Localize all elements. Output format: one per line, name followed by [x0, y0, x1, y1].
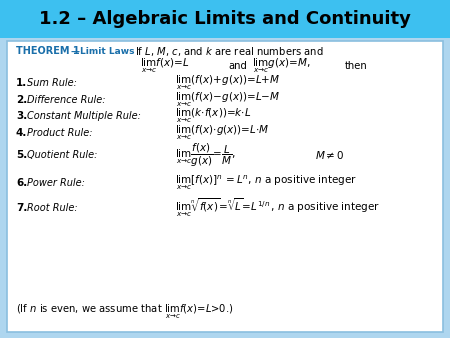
FancyBboxPatch shape [7, 41, 443, 332]
Text: and: and [228, 61, 247, 71]
Text: 2.: 2. [16, 95, 27, 105]
Text: $\lim_{x \to c}[f(x)]^n = L^n$, $n$ a positive integer: $\lim_{x \to c}[f(x)]^n = L^n$, $n$ a po… [175, 174, 357, 192]
Text: Difference Rule:: Difference Rule: [27, 95, 105, 105]
FancyBboxPatch shape [0, 0, 450, 38]
Text: 6.: 6. [16, 178, 27, 188]
Text: $\lim_{x \to c} \sqrt[n]{f(x)} = \sqrt[n]{L} = L^{1/n}$, $n$ a positive integer: $\lim_{x \to c} \sqrt[n]{f(x)} = \sqrt[n… [175, 197, 380, 219]
Text: $\lim_{x \to c}(f(x) + g(x)) = L + M$: $\lim_{x \to c}(f(x) + g(x)) = L + M$ [175, 74, 280, 92]
Text: $\lim_{x \to c} g(x) = M,$: $\lim_{x \to c} g(x) = M,$ [252, 57, 310, 75]
Text: 5.: 5. [16, 150, 27, 160]
Text: 1.: 1. [16, 78, 27, 88]
Text: $M \neq 0$: $M \neq 0$ [315, 149, 345, 161]
Text: If $L$, $M$, $c$, and $k$ are real numbers and: If $L$, $M$, $c$, and $k$ are real numbe… [135, 45, 324, 57]
Text: —Limit Laws: —Limit Laws [71, 47, 135, 55]
Text: Power Rule:: Power Rule: [27, 178, 85, 188]
Text: $\lim_{x \to c} f(x) = L$: $\lim_{x \to c} f(x) = L$ [140, 57, 189, 75]
Text: Quotient Rule:: Quotient Rule: [27, 150, 97, 160]
Text: 7.: 7. [16, 203, 27, 213]
Text: Constant Multiple Rule:: Constant Multiple Rule: [27, 111, 141, 121]
Text: $\lim_{x \to c} \dfrac{f(x)}{g(x)} = \dfrac{L}{M},$: $\lim_{x \to c} \dfrac{f(x)}{g(x)} = \df… [175, 141, 236, 169]
Text: Root Rule:: Root Rule: [27, 203, 77, 213]
Text: 4.: 4. [16, 128, 27, 138]
Text: $\lim_{x \to c}(k \cdot f(x)) = k \cdot L$: $\lim_{x \to c}(k \cdot f(x)) = k \cdot … [175, 107, 251, 125]
Text: THEOREM 1: THEOREM 1 [16, 46, 80, 56]
Text: $\lim_{x \to c}(f(x) - g(x)) = L - M$: $\lim_{x \to c}(f(x) - g(x)) = L - M$ [175, 91, 280, 109]
Text: Sum Rule:: Sum Rule: [27, 78, 77, 88]
Text: 1.2 – Algebraic Limits and Continuity: 1.2 – Algebraic Limits and Continuity [39, 10, 411, 28]
Text: $\lim_{x \to c}(f(x) \cdot g(x)) = L \cdot M$: $\lim_{x \to c}(f(x) \cdot g(x)) = L \cd… [175, 124, 270, 142]
Text: Product Rule:: Product Rule: [27, 128, 93, 138]
Text: 3.: 3. [16, 111, 27, 121]
Text: (If $n$ is even, we assume that $\lim_{x \to c} f(x) = L > 0$.): (If $n$ is even, we assume that $\lim_{x… [16, 303, 234, 321]
Text: then: then [345, 61, 368, 71]
